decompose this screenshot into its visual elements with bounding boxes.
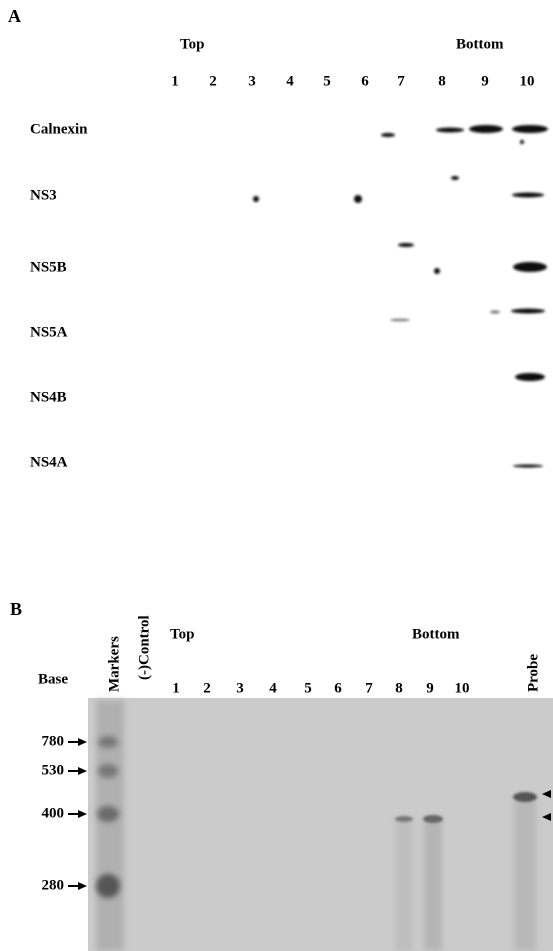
lane-number: 7 [397,73,405,89]
bottom-label: Bottom [412,626,460,642]
size-arrowhead [78,738,87,746]
lane-number: 1 [172,680,180,696]
lane-number: 2 [209,73,217,89]
size-arrowhead [78,882,87,890]
bottom-label: Bottom [456,36,504,52]
size-label: 400 [42,805,65,821]
size-arrowhead [78,767,87,775]
lane-number: 3 [236,680,244,696]
lane-number: 10 [520,73,535,89]
gel-bands [96,700,537,951]
panel-label: B [10,599,22,619]
base-label: Base [38,671,68,687]
size-label: 530 [42,762,65,778]
gel [88,698,553,951]
size-label: 280 [42,877,65,893]
probe-label: Probe [525,654,541,692]
lane-number: 4 [286,73,294,89]
lane-number: 4 [269,680,277,696]
lane-number: 1 [171,73,179,89]
lane-number: 9 [426,680,434,696]
lane-number: 5 [323,73,331,89]
row-label: NS3 [30,187,57,203]
row-label: NS5A [30,324,68,340]
size-label: 780 [42,733,65,749]
row-label: NS4A [30,454,68,470]
blot-bands [253,125,548,468]
row-label: NS4B [30,389,67,405]
lane-number: 8 [395,680,403,696]
top-label: Top [180,36,204,52]
lane-number: 8 [438,73,446,89]
row-label: NS5B [30,259,67,275]
lane-number: 10 [455,680,470,696]
panel-label: A [8,6,21,26]
control-label: (-)Control [136,615,152,680]
lane-number: 7 [365,680,373,696]
lane-number: 6 [361,73,369,89]
top-label: Top [170,626,194,642]
lane-number: 2 [203,680,211,696]
markers-label: Markers [106,636,122,692]
lane-number: 6 [334,680,342,696]
lane-number: 3 [248,73,256,89]
row-label: Calnexin [30,121,88,137]
size-arrowhead [78,810,87,818]
lane-number: 9 [481,73,489,89]
lane-number: 5 [304,680,312,696]
arrows [542,790,551,821]
